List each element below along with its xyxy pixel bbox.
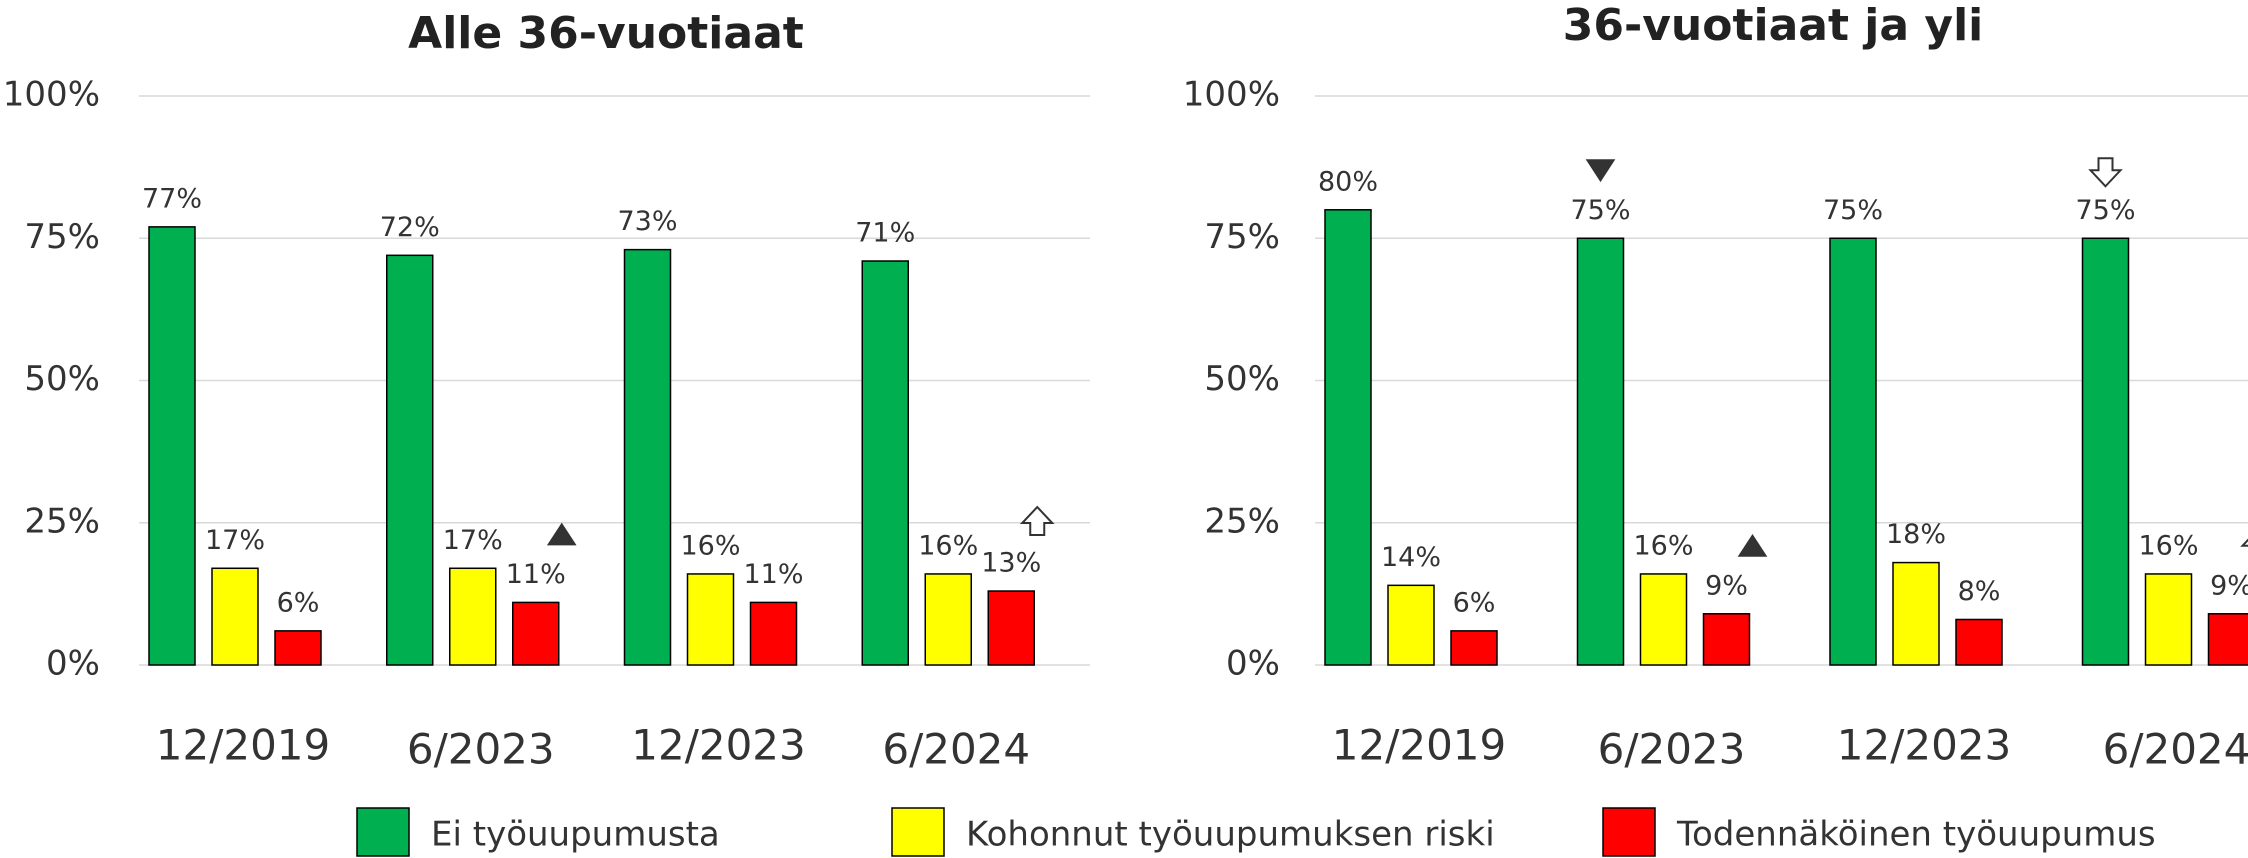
value-label: 11% — [506, 559, 566, 590]
y-tick-label: 100% — [1183, 75, 1280, 115]
bar — [512, 601, 560, 666]
bar — [749, 601, 798, 666]
change-marker — [1737, 533, 1768, 557]
x-tick-label: 12/2019 — [156, 721, 330, 770]
legend-swatch — [1602, 807, 1656, 857]
change-marker — [1019, 505, 1055, 537]
y-tick-label: 50% — [24, 359, 100, 399]
x-tick-label: 12/2023 — [1837, 721, 2011, 770]
bar — [1892, 561, 1940, 666]
x-tick-label: 12/2019 — [1332, 721, 1506, 770]
value-label: 9% — [2210, 570, 2248, 601]
bar — [2144, 573, 2193, 666]
chart-title: Alle 36-vuotiaat — [408, 8, 804, 59]
legend-label: Ei työuupumusta — [431, 815, 720, 855]
x-tick-label: 6/2023 — [1598, 725, 1746, 774]
bar — [1829, 237, 1877, 666]
legend-swatch — [891, 807, 945, 857]
value-label: 9% — [1705, 570, 1748, 601]
change-marker — [2240, 538, 2248, 547]
bar — [1702, 613, 1751, 666]
change-marker — [1585, 159, 1616, 183]
bar — [1955, 618, 2003, 666]
change-marker — [546, 522, 577, 546]
chart-title: 36-vuotiaat ja yli — [1563, 0, 1984, 51]
legend-label: Todennäköinen työuupumus — [1676, 815, 2156, 855]
bar — [449, 567, 497, 666]
bar — [686, 573, 735, 666]
x-tick-label: 12/2023 — [631, 721, 805, 770]
y-tick-label: 25% — [24, 501, 100, 541]
value-label: 16% — [680, 530, 740, 561]
bar — [861, 260, 909, 666]
value-label: 17% — [443, 525, 503, 556]
y-tick-label: 25% — [1204, 501, 1280, 541]
bar — [1576, 237, 1625, 666]
bar — [1387, 584, 1435, 666]
value-label: 16% — [918, 530, 978, 561]
value-label: 16% — [1633, 530, 1693, 561]
value-label: 71% — [855, 218, 915, 249]
bar — [623, 248, 672, 666]
legend-label: Kohonnut työuupumuksen riski — [966, 815, 1495, 855]
value-label: 80% — [1318, 166, 1378, 197]
value-label: 13% — [981, 548, 1041, 579]
legend-swatch — [356, 807, 410, 857]
bar — [211, 567, 259, 666]
y-tick-label: 75% — [24, 217, 100, 257]
bar — [148, 226, 196, 666]
bar — [2081, 237, 2130, 666]
y-tick-label: 75% — [1204, 217, 1280, 257]
bar — [924, 573, 972, 666]
bar — [1324, 209, 1372, 666]
value-label: 16% — [2138, 530, 2198, 561]
value-label: 14% — [1381, 542, 1441, 573]
value-label: 73% — [617, 206, 677, 237]
value-label: 18% — [1886, 519, 1946, 550]
y-tick-label: 50% — [1204, 359, 1280, 399]
x-tick-label: 6/2024 — [882, 725, 1030, 774]
value-label: 6% — [1453, 587, 1496, 618]
bar — [1450, 630, 1498, 666]
bar — [2207, 613, 2248, 666]
value-label: 8% — [1958, 576, 2001, 607]
x-tick-label: 6/2024 — [2103, 725, 2248, 774]
bar — [386, 254, 434, 666]
y-tick-label: 100% — [3, 75, 100, 115]
bar — [274, 630, 322, 666]
bar — [987, 590, 1035, 666]
value-label: 75% — [1823, 195, 1883, 226]
bar — [1639, 573, 1688, 666]
value-label: 75% — [2075, 195, 2135, 226]
y-tick-label: 0% — [46, 644, 100, 684]
value-label: 72% — [380, 212, 440, 243]
value-label: 77% — [142, 183, 202, 214]
value-label: 17% — [205, 525, 265, 556]
x-tick-label: 6/2023 — [407, 725, 555, 774]
change-marker — [2088, 157, 2123, 188]
value-label: 6% — [277, 587, 320, 618]
value-label: 11% — [743, 559, 803, 590]
value-label: 75% — [1570, 195, 1630, 226]
y-tick-label: 0% — [1226, 644, 1280, 684]
